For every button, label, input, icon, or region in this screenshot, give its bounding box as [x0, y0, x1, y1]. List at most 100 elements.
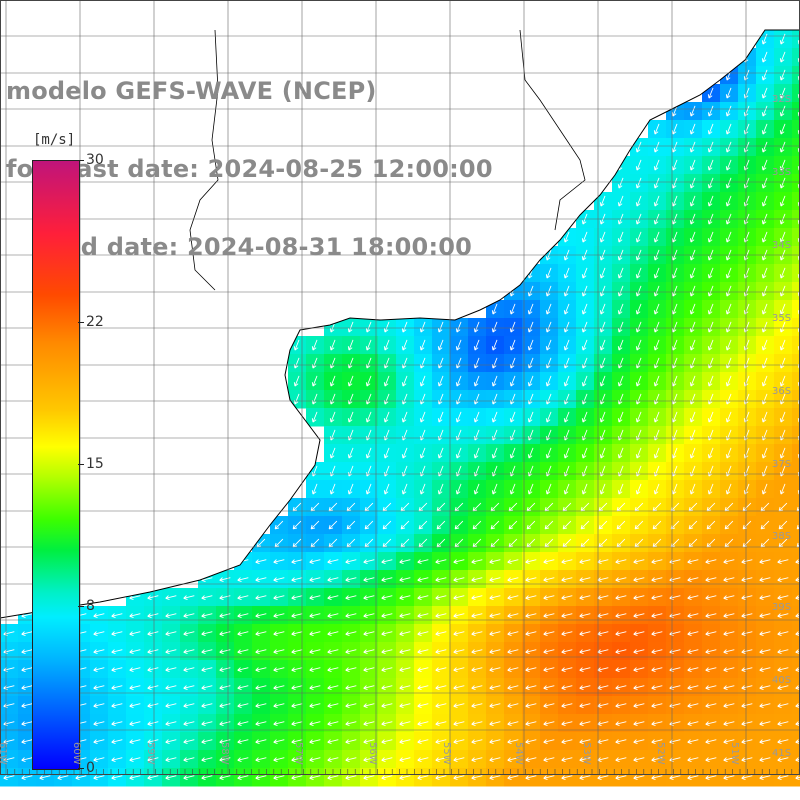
wind-arrow — [489, 649, 501, 654]
wind-arrow — [761, 33, 768, 45]
wind-arrow — [795, 559, 800, 564]
wind-arrow — [653, 195, 660, 207]
wind-arrow — [707, 123, 714, 135]
wind-arrow — [273, 577, 285, 582]
wind-arrow — [489, 631, 501, 636]
wind-arrow — [743, 339, 750, 351]
wind-arrow — [795, 775, 800, 780]
wind-arrow — [401, 339, 408, 351]
wind-arrow — [291, 739, 303, 744]
wind-arrow — [543, 685, 555, 690]
wind-arrow — [237, 703, 249, 708]
wind-arrow — [255, 685, 267, 690]
wind-arrow — [273, 721, 285, 726]
wind-arrow — [561, 721, 573, 726]
wind-arrow — [563, 375, 570, 387]
wind-arrow — [705, 577, 717, 582]
wind-arrow — [237, 577, 249, 582]
wind-arrow — [599, 339, 606, 351]
wind-arrow — [237, 757, 249, 762]
wind-arrow — [743, 267, 750, 279]
wind-arrow — [741, 721, 753, 726]
wind-arrow — [381, 685, 393, 690]
wind-arrow — [687, 577, 699, 582]
wind-arrow — [635, 177, 642, 189]
wind-arrow — [93, 739, 105, 744]
legend-unit: [m/s] — [33, 132, 76, 148]
wind-arrow — [653, 141, 660, 153]
wind-arrow — [147, 721, 159, 726]
wind-arrow — [399, 631, 411, 636]
speed-cell — [792, 408, 800, 427]
wind-arrow — [651, 703, 663, 708]
wind-arrow — [309, 649, 321, 654]
speed-cell — [792, 516, 800, 535]
wind-arrow — [363, 667, 375, 672]
wind-arrow — [147, 631, 159, 636]
wind-arrow — [687, 667, 699, 672]
wind-arrow — [419, 447, 426, 459]
wind-arrow — [580, 520, 590, 530]
wind-arrow — [417, 775, 429, 780]
wind-arrow — [615, 613, 627, 618]
wind-arrow — [687, 613, 699, 618]
wind-arrow — [454, 520, 464, 530]
land-mass — [0, 0, 800, 619]
wind-arrow — [417, 559, 429, 564]
wind-arrow — [327, 739, 339, 744]
wind-arrow — [617, 411, 624, 423]
legend-tick-mark — [78, 160, 84, 161]
wind-arrow — [525, 577, 537, 582]
wind-arrow — [473, 375, 480, 387]
wind-arrow — [671, 411, 678, 423]
wind-arrow — [563, 303, 570, 315]
lat-label: 37S — [772, 459, 792, 470]
wind-arrow — [255, 613, 267, 618]
wind-arrow — [635, 159, 642, 171]
wind-arrow — [129, 667, 141, 672]
wind-arrow — [309, 559, 321, 564]
wind-arrow — [725, 447, 732, 459]
wind-arrow — [345, 739, 357, 744]
wind-arrow — [507, 631, 519, 636]
wind-arrow — [165, 703, 177, 708]
wind-arrow — [671, 105, 678, 117]
wind-arrow — [363, 757, 375, 762]
wind-arrow — [489, 775, 501, 780]
wind-arrow — [707, 231, 714, 243]
wind-arrow — [779, 69, 786, 81]
wind-arrow — [777, 595, 789, 600]
wind-arrow — [741, 667, 753, 672]
wind-arrow — [219, 667, 231, 672]
wind-arrow — [381, 649, 393, 654]
wind-arrow — [725, 411, 732, 423]
wind-arrow — [309, 631, 321, 636]
wind-arrow — [723, 703, 735, 708]
wind-arrow — [489, 595, 501, 600]
lon-label: 54W — [513, 742, 524, 765]
wind-arrow — [707, 285, 714, 297]
wind-arrow — [507, 703, 519, 708]
wind-arrow — [201, 739, 213, 744]
wind-arrow — [581, 375, 588, 387]
wind-arrow — [705, 721, 717, 726]
lon-label: 56W — [367, 742, 378, 765]
wind-arrow — [183, 775, 195, 780]
wind-arrow — [347, 447, 354, 459]
wind-arrow — [689, 321, 696, 333]
wind-arrow — [725, 339, 732, 351]
wind-arrow — [725, 231, 732, 243]
wind-arrow — [705, 595, 717, 600]
wind-arrow — [345, 631, 357, 636]
wind-arrow — [255, 721, 267, 726]
wind-arrow — [653, 231, 660, 243]
wind-arrow — [777, 559, 789, 564]
wind-arrow — [635, 303, 642, 315]
wind-arrow — [435, 631, 447, 636]
wind-arrow — [543, 631, 555, 636]
wind-arrow — [761, 51, 768, 63]
wind-arrow — [489, 577, 501, 582]
wind-arrow — [255, 703, 267, 708]
wind-arrow — [707, 267, 714, 279]
